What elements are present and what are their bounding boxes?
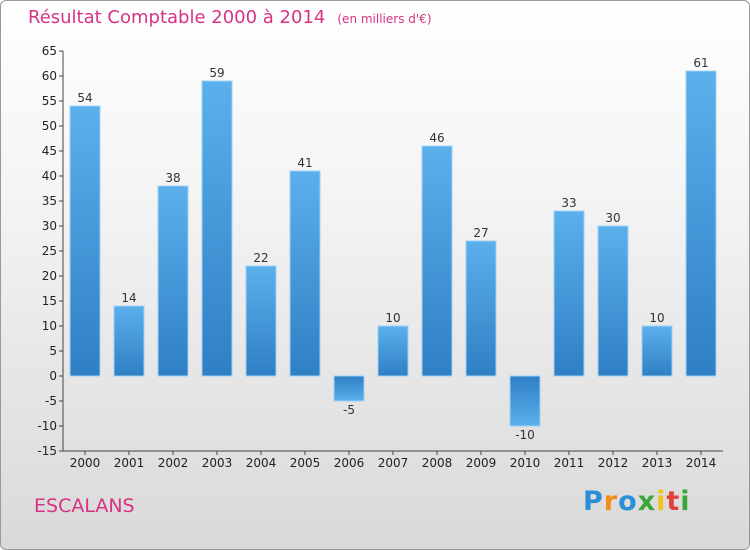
x-tick-label: 2006 [334, 456, 365, 470]
brand-letter: P [583, 486, 604, 517]
x-tick-label: 2002 [158, 456, 189, 470]
bar-2003 [201, 80, 233, 377]
x-tick-label: 2012 [598, 456, 629, 470]
y-tick-label: 45 [42, 144, 57, 158]
commune-name: ESCALANS [34, 495, 135, 517]
x-tick-label: 2008 [422, 456, 453, 470]
data-label-2005: 41 [297, 156, 312, 170]
axes: -15 -10 -5 0 5 10 15 20 25 30 35 40 45 50 55 60 65 2000 20… [37, 44, 723, 470]
bar-2011 [553, 210, 585, 377]
bar-2001 [113, 305, 145, 377]
data-label-2006: -5 [343, 403, 355, 417]
bar-2013 [641, 325, 673, 377]
x-tick-label: 2005 [290, 456, 321, 470]
bar-2006 [333, 375, 365, 402]
y-tick-label: -15 [37, 444, 57, 458]
data-label-2004: 22 [253, 251, 268, 265]
x-tick-label: 2014 [686, 456, 717, 470]
y-tick-label: 0 [49, 369, 57, 383]
data-labels: 54 14 38 59 22 41 -5 10 46 27 -10 33 30 10 61 [77, 56, 708, 442]
data-label-2001: 14 [121, 291, 136, 305]
data-label-2012: 30 [605, 211, 620, 225]
bar-2014 [685, 70, 717, 377]
y-tick-label: 55 [42, 94, 57, 108]
x-tick-label: 2011 [554, 456, 585, 470]
bar-2005 [289, 170, 321, 377]
y-tick-label: 35 [42, 194, 57, 208]
brand-logo: Proxiti [583, 486, 703, 526]
data-label-2010: -10 [515, 428, 535, 442]
y-tick-label: 40 [42, 169, 57, 183]
y-tick-label: 15 [42, 294, 57, 308]
data-label-2000: 54 [77, 91, 92, 105]
brand-letter: i [680, 486, 691, 517]
y-tick-label: 5 [49, 344, 57, 358]
y-tick-label: 50 [42, 119, 57, 133]
data-label-2007: 10 [385, 311, 400, 325]
bar-2012 [597, 225, 629, 377]
x-tick-label: 2004 [246, 456, 277, 470]
data-label-2013: 10 [649, 311, 664, 325]
y-tick-label: -10 [37, 419, 57, 433]
y-tick-label: 10 [42, 319, 57, 333]
y-tick-label: 25 [42, 244, 57, 258]
data-label-2009: 27 [473, 226, 488, 240]
brand-letter: o [618, 486, 638, 517]
brand-letter: t [666, 486, 681, 517]
x-tick-label: 2000 [70, 456, 101, 470]
x-tick-label: 2007 [378, 456, 409, 470]
bars [69, 70, 717, 427]
bar-2007 [377, 325, 409, 377]
x-tick-label: 2009 [466, 456, 497, 470]
x-tick-label: 2001 [114, 456, 145, 470]
brand-letter: x [637, 486, 657, 517]
x-tick-label: 2010 [510, 456, 541, 470]
y-tick-label: 65 [42, 44, 57, 58]
bar-2008 [421, 145, 453, 377]
data-label-2008: 46 [429, 131, 444, 145]
brand-letter: r [603, 486, 619, 517]
bar-2004 [245, 265, 277, 377]
y-tick-label: 20 [42, 269, 57, 283]
x-tick-label: 2003 [202, 456, 233, 470]
bar-2009 [465, 240, 497, 377]
bar-2010 [509, 375, 541, 427]
data-label-2014: 61 [693, 56, 708, 70]
y-tick-label: 30 [42, 219, 57, 233]
chart-subtitle: (en milliers d'€) [337, 12, 432, 26]
title-block: Résultat Comptable 2000 à 2014 (en milli… [28, 7, 432, 28]
y-tick-label: -5 [45, 394, 57, 408]
data-label-2011: 33 [561, 196, 576, 210]
brand-letter: i [656, 486, 667, 517]
x-tick-label: 2013 [642, 456, 673, 470]
data-label-2002: 38 [165, 171, 180, 185]
data-label-2003: 59 [209, 66, 224, 80]
bar-2002 [157, 185, 189, 377]
y-tick-label: 60 [42, 69, 57, 83]
chart-title: Résultat Comptable 2000 à 2014 [28, 7, 326, 28]
bar-2000 [69, 105, 101, 377]
